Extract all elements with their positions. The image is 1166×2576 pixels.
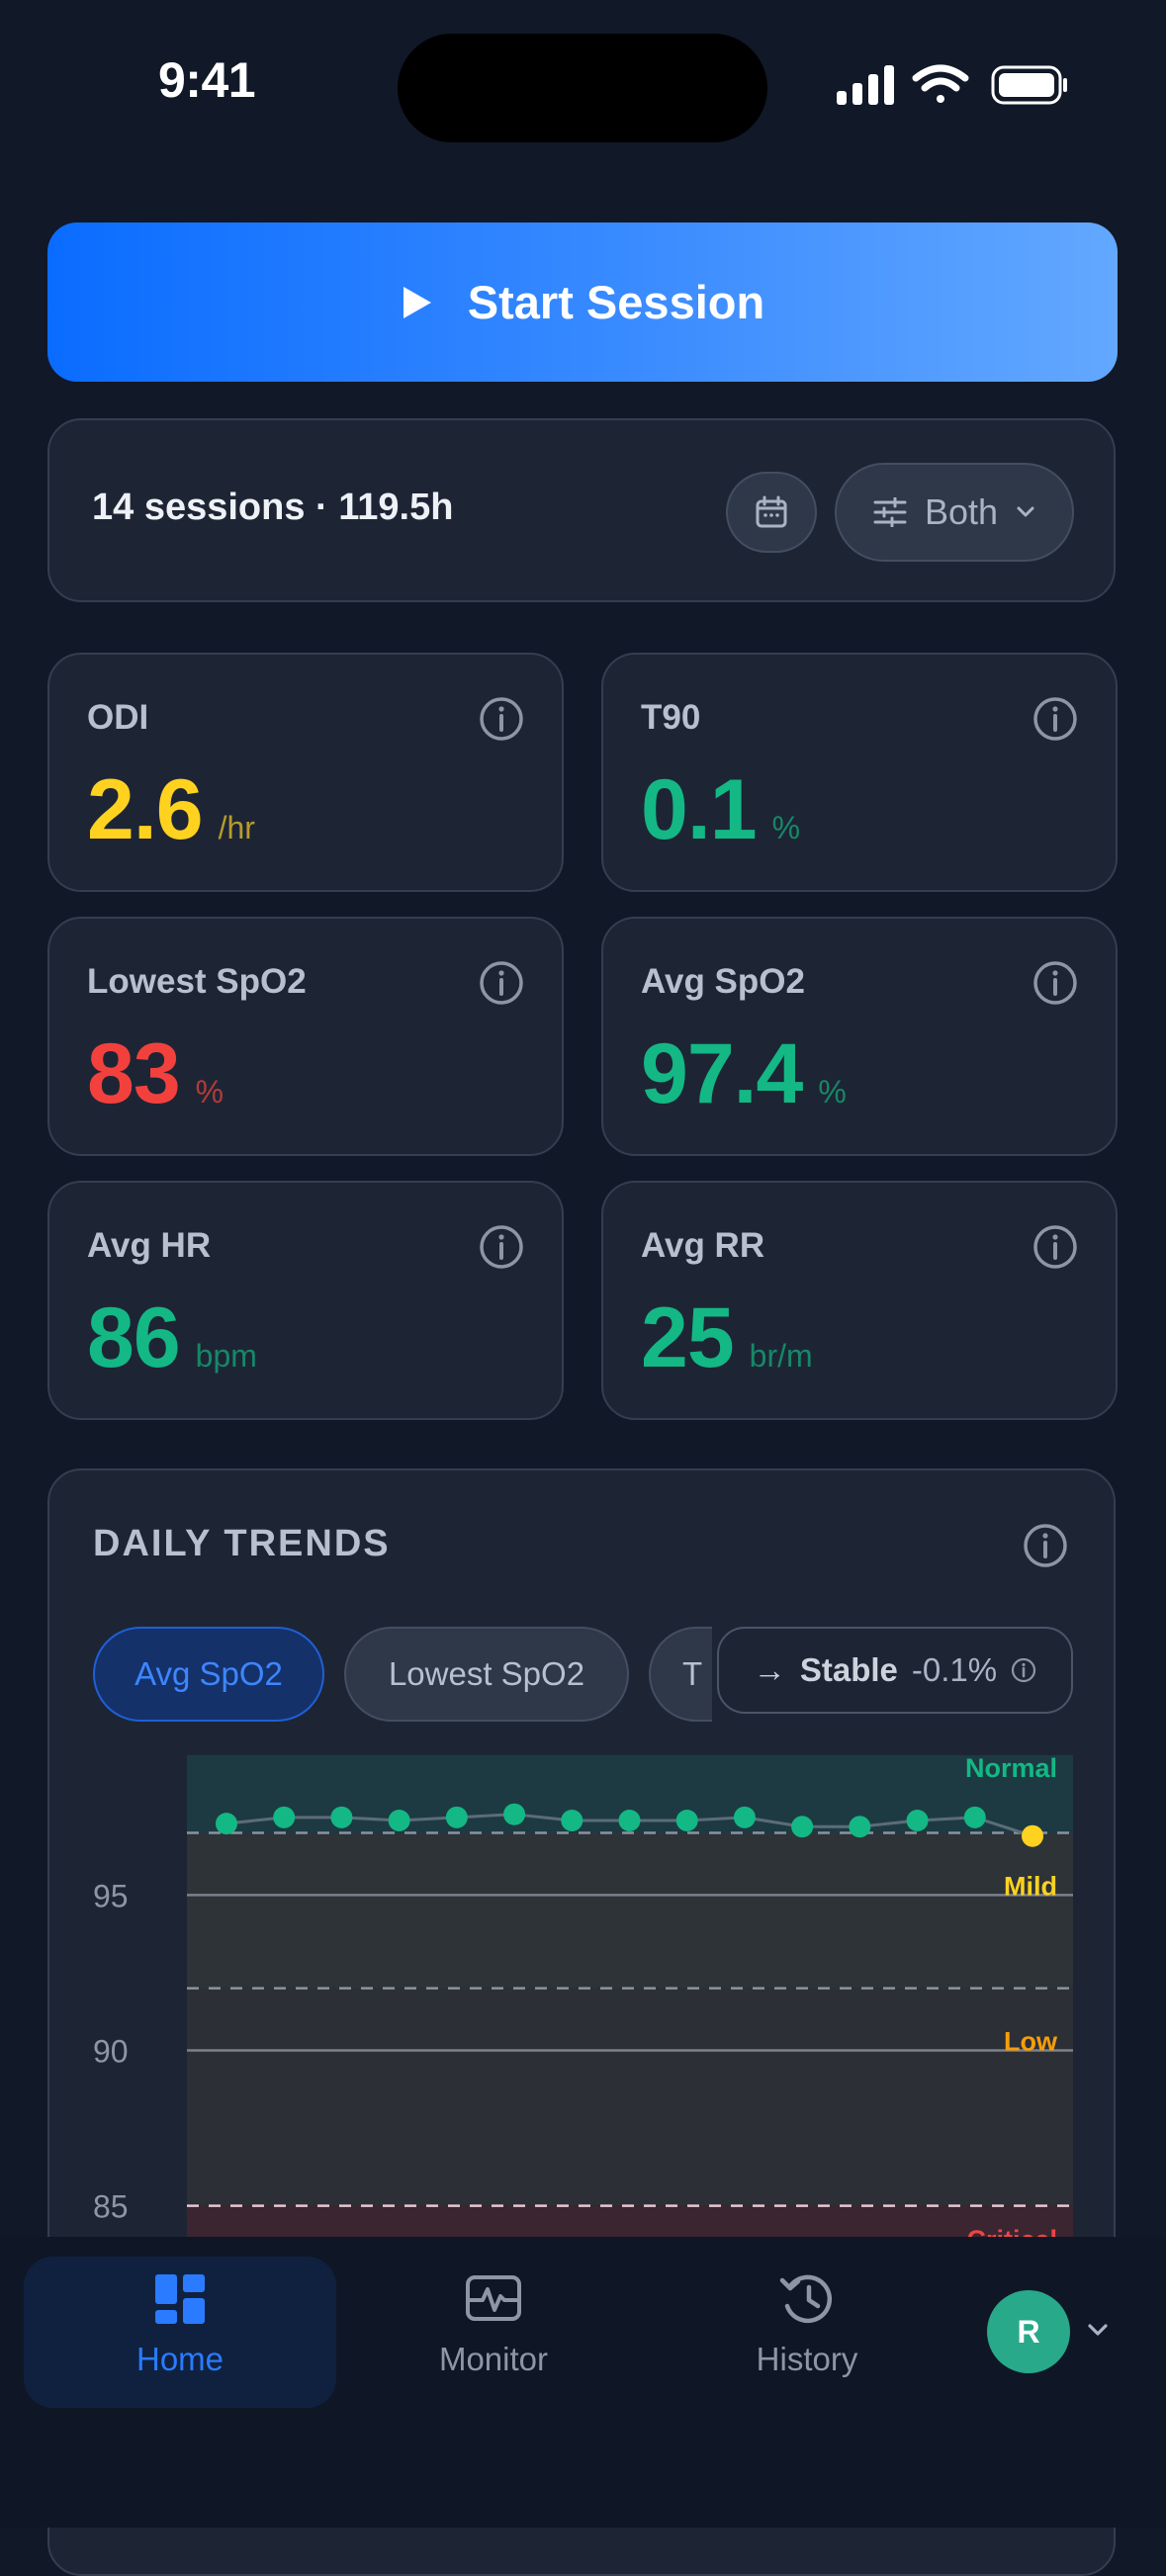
info-icon[interactable]: [1032, 696, 1078, 742]
start-session-button[interactable]: Start Session: [47, 222, 1118, 382]
zone-low: [187, 1988, 1073, 2206]
wifi-icon: [912, 64, 969, 103]
y-tick-label: 90: [93, 2033, 129, 2069]
y-tick-label: 95: [93, 1878, 129, 1913]
status-time: 9:41: [158, 52, 256, 108]
info-icon[interactable]: [479, 1224, 524, 1270]
data-point: [216, 1813, 237, 1835]
nav-monitor-label: Monitor: [438, 2341, 549, 2377]
metric-card-odi[interactable]: ODI 2.6/hr: [47, 653, 564, 892]
info-icon[interactable]: [1023, 1523, 1068, 1568]
nav-history[interactable]: History: [651, 2272, 963, 2378]
start-session-label: Start Session: [467, 276, 765, 328]
tab-lowest-spo2[interactable]: Lowest SpO2: [344, 1627, 629, 1722]
arrow-right-icon: →: [753, 1651, 786, 1688]
metric-card-t90[interactable]: T90 0.1%: [601, 653, 1118, 892]
trend-label: Stable: [799, 1651, 898, 1688]
data-point: [445, 1806, 468, 1828]
metric-unit: bpm: [195, 1338, 257, 1374]
zone-label-normal: Normal: [965, 1755, 1057, 1783]
filter-label: Both: [924, 491, 999, 532]
zone-mild: [187, 1832, 1073, 1989]
metric-card-avg-spo2[interactable]: Avg SpO2 97.4%: [601, 917, 1118, 1156]
play-icon: [403, 286, 431, 318]
chevron-down-icon: [1017, 506, 1034, 517]
dynamic-island: [398, 34, 767, 142]
data-point: [330, 1806, 353, 1828]
metric-value: 83: [87, 1026, 181, 1121]
status-icons: [837, 64, 1067, 105]
cellular-signal-icon: [837, 65, 894, 105]
y-tick-label: 85: [93, 2189, 129, 2225]
avatar[interactable]: R: [987, 2290, 1070, 2373]
nav-history-label: History: [756, 2341, 858, 2377]
nav-home[interactable]: Home: [24, 2272, 336, 2378]
metric-title: Avg SpO2: [641, 962, 805, 1001]
metric-title: Avg HR: [87, 1226, 212, 1265]
metric-value: 0.1: [641, 762, 758, 857]
metric-title: T90: [641, 698, 701, 737]
nav-monitor[interactable]: Monitor: [337, 2272, 650, 2378]
data-point: [675, 1809, 698, 1831]
sliders-icon: [873, 497, 907, 527]
zone-label-low: Low: [1004, 2026, 1058, 2056]
zone-critical: [187, 2205, 1073, 2237]
metric-title: Avg RR: [641, 1226, 765, 1265]
zone-label-mild: Mild: [1004, 1871, 1057, 1901]
date-range-button[interactable]: [726, 472, 817, 553]
info-icon[interactable]: [1032, 1224, 1078, 1270]
sessions-summary: 14 sessions · 119.5h: [92, 487, 454, 528]
metric-unit: %: [818, 1074, 847, 1110]
data-point: [791, 1816, 814, 1838]
filter-dropdown[interactable]: Both: [835, 463, 1074, 562]
dashboard-icon: [155, 2274, 205, 2324]
metric-title: ODI: [87, 698, 149, 737]
zone-label-critical: Critical: [966, 2225, 1057, 2237]
metric-value: 2.6: [87, 762, 204, 857]
data-point: [561, 1809, 583, 1831]
trend-delta: -0.1%: [911, 1651, 998, 1688]
tab-avg-spo2[interactable]: Avg SpO2: [93, 1627, 324, 1722]
data-point: [1022, 1824, 1043, 1847]
data-point: [849, 1816, 871, 1838]
spo2-trend-chart: 95 90 85 Normal Mild Low Critical: [93, 1755, 1073, 2237]
battery-icon: [991, 65, 1067, 105]
daily-trends-title: DAILY TRENDS: [93, 1523, 391, 1564]
info-icon[interactable]: [479, 696, 524, 742]
metric-unit: %: [195, 1074, 224, 1110]
metric-card-avg-rr[interactable]: Avg RR 25 br/m: [601, 1181, 1118, 1420]
info-icon[interactable]: [1032, 960, 1078, 1006]
data-point: [503, 1803, 526, 1825]
chevron-down-icon[interactable]: [1086, 2322, 1110, 2338]
history-icon: [779, 2274, 833, 2324]
metric-card-lowest-spo2[interactable]: Lowest SpO2 83%: [47, 917, 564, 1156]
metric-unit: %: [771, 810, 801, 845]
metric-unit: br/m: [749, 1338, 813, 1374]
data-point: [963, 1806, 986, 1828]
info-icon: [1012, 1657, 1036, 1683]
calendar-icon: [756, 495, 787, 528]
data-point: [906, 1809, 929, 1831]
nav-home-highlight: [24, 2257, 336, 2408]
monitor-pulse-icon: [466, 2275, 521, 2321]
data-point: [273, 1806, 296, 1828]
metric-value: 97.4: [641, 1026, 803, 1121]
metric-card-avg-hr[interactable]: Avg HR 86 bpm: [47, 1181, 564, 1420]
metric-value: 25: [641, 1290, 735, 1385]
data-point: [733, 1806, 756, 1828]
metric-value: 86: [87, 1290, 181, 1385]
info-icon[interactable]: [479, 960, 524, 1006]
nav-home-label: Home: [135, 2341, 224, 2377]
metric-unit: /hr: [218, 810, 255, 845]
data-point: [388, 1809, 410, 1831]
data-point: [618, 1809, 641, 1831]
metric-title: Lowest SpO2: [87, 962, 307, 1001]
trend-status-badge[interactable]: → Stable -0.1%: [717, 1627, 1073, 1714]
